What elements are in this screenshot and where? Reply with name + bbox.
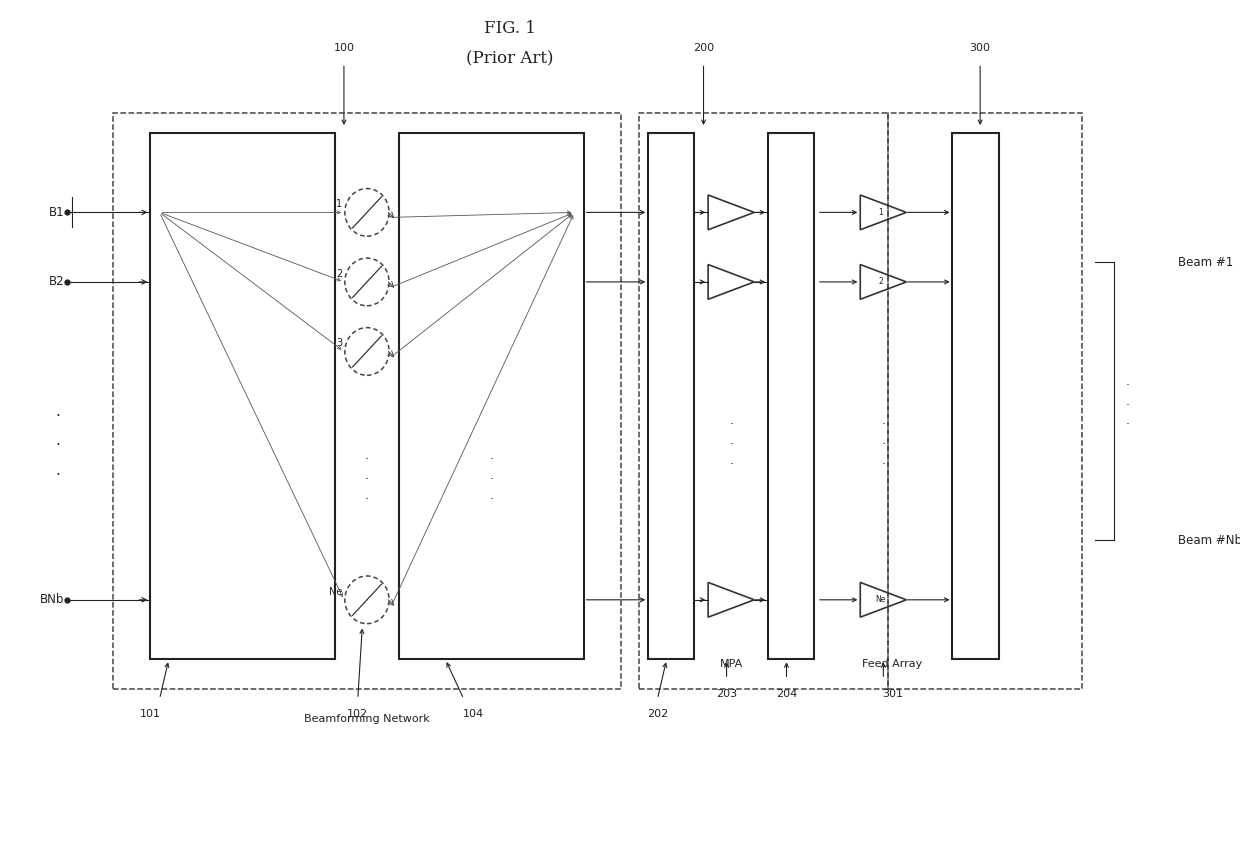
- Bar: [649, 133, 694, 659]
- Text: 2: 2: [336, 269, 342, 279]
- Text: 100: 100: [334, 44, 355, 54]
- Text: .: .: [729, 415, 733, 427]
- Text: 101: 101: [140, 709, 161, 719]
- Text: .: .: [1126, 415, 1130, 427]
- Text: BNb: BNb: [40, 593, 64, 606]
- Bar: [768, 133, 815, 659]
- Text: .: .: [56, 433, 61, 448]
- Text: 1: 1: [336, 199, 342, 209]
- Circle shape: [345, 328, 389, 375]
- Text: .: .: [490, 489, 494, 502]
- Bar: [150, 133, 335, 659]
- Text: .: .: [882, 434, 885, 447]
- Text: 202: 202: [647, 709, 668, 719]
- Text: Beamforming Network: Beamforming Network: [304, 714, 430, 724]
- Text: B1: B1: [48, 206, 64, 219]
- Text: .: .: [490, 469, 494, 482]
- Text: .: .: [365, 449, 370, 463]
- Text: 204: 204: [776, 690, 797, 699]
- Bar: [639, 113, 888, 690]
- Bar: [952, 133, 998, 659]
- Text: .: .: [882, 454, 885, 468]
- Text: 102: 102: [347, 709, 368, 719]
- Text: .: .: [1126, 394, 1130, 408]
- Text: .: .: [1126, 375, 1130, 388]
- Bar: [888, 113, 1081, 690]
- Circle shape: [345, 258, 389, 306]
- Text: .: .: [365, 489, 370, 502]
- Text: Ne: Ne: [875, 595, 885, 605]
- Text: .: .: [729, 454, 733, 468]
- Text: .: .: [56, 404, 61, 419]
- Text: B2: B2: [48, 275, 64, 288]
- Text: 1: 1: [878, 208, 883, 217]
- Text: .: .: [882, 415, 885, 427]
- Text: FIG. 1: FIG. 1: [484, 20, 536, 37]
- Text: Feed Array: Feed Array: [862, 659, 923, 669]
- Text: .: .: [490, 449, 494, 463]
- Text: 203: 203: [715, 690, 737, 699]
- Bar: [113, 113, 620, 690]
- Text: 3: 3: [336, 338, 342, 348]
- Text: .: .: [729, 434, 733, 447]
- Circle shape: [345, 576, 389, 624]
- Text: 104: 104: [463, 709, 484, 719]
- Text: Ne: Ne: [329, 587, 342, 597]
- Text: Beam #1: Beam #1: [1178, 256, 1234, 268]
- Text: 200: 200: [693, 44, 714, 54]
- Text: Beam #Nb: Beam #Nb: [1178, 534, 1240, 547]
- Text: MPA: MPA: [719, 659, 743, 669]
- Text: (Prior Art): (Prior Art): [466, 50, 553, 67]
- Circle shape: [345, 188, 389, 236]
- Text: .: .: [365, 469, 370, 482]
- Text: 2: 2: [878, 278, 883, 287]
- Bar: [399, 133, 584, 659]
- Text: 301: 301: [882, 690, 903, 699]
- Text: .: .: [56, 463, 61, 479]
- Text: 300: 300: [970, 44, 991, 54]
